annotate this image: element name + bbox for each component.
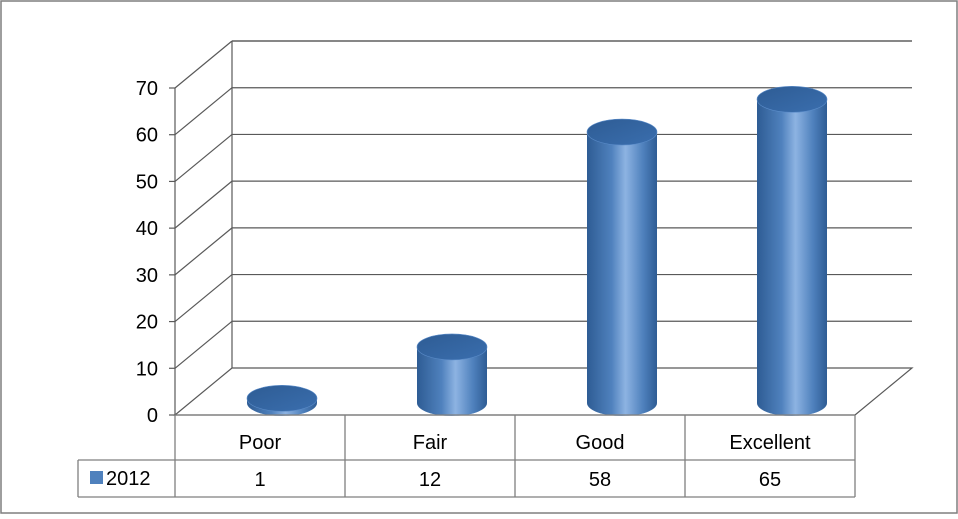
gridline-diagonal [174,180,233,229]
bar-cap [246,385,318,412]
bar-body [587,132,657,417]
gridline-diagonal [174,227,233,276]
x-tick-label: Excellent [729,432,811,454]
data-label: 65 [759,469,781,491]
data-label: 58 [589,469,611,491]
bars [246,86,828,417]
y-tick-label: 0 [147,405,158,427]
bar-body [757,99,827,416]
gridline-diagonal [174,320,233,369]
gridline-diagonal [174,274,233,323]
bar-cap [586,118,658,146]
y-tick-label: 60 [136,125,158,147]
gridline-diagonal [174,40,233,89]
y-tick-label: 30 [136,265,158,287]
bar-cap [416,333,488,361]
gridline-diagonal [174,87,233,136]
bar-cap [756,86,828,113]
y-tick-label: 70 [136,78,158,100]
y-tick-label: 40 [136,218,158,240]
x-tick-label: Good [576,432,625,454]
legend-label: 2012 [106,468,151,490]
bar-good [586,118,658,417]
y-tick-label: 20 [136,312,158,334]
data-label: 12 [419,469,441,491]
bar-body [417,346,487,416]
bar-excellent [756,86,828,416]
y-axis: 0 10 20 30 40 50 60 70 [136,41,233,427]
x-tick-label: Fair [413,432,448,454]
bar-poor [246,385,318,416]
legend-swatch [90,471,103,484]
bar-fair [416,333,488,416]
y-tick-label: 10 [136,358,158,380]
data-label: 1 [254,469,265,491]
data-table: Poor 1 Fair 12 Good 58 Excellent 65 2012 [77,414,856,498]
x-tick-label: Poor [239,432,282,454]
gridline-diagonal [174,133,233,182]
y-tick-label: 50 [136,171,158,193]
